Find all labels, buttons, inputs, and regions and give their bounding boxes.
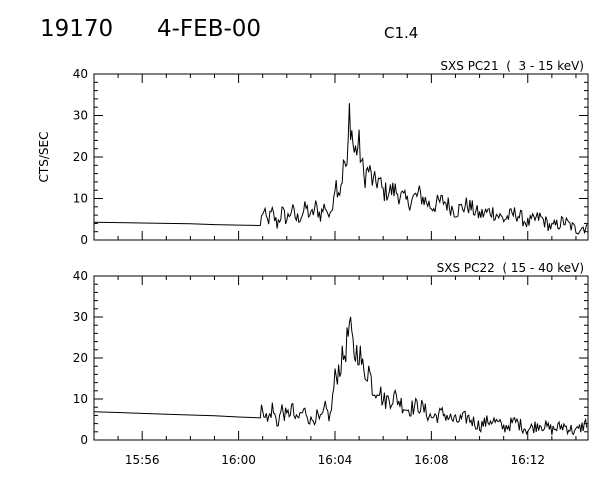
flare-class: C1.4 bbox=[384, 24, 419, 42]
x-tick-label: 16:04 bbox=[318, 453, 353, 467]
x-tick-label: 16:00 bbox=[221, 453, 256, 467]
event-date: 4-FEB-00 bbox=[157, 16, 262, 42]
panel-1: SXS PC21 ( 3 - 15 keV) CTS/SEC 0 10 20 30 40 bbox=[37, 59, 589, 247]
y-tick-label: 10 bbox=[73, 192, 88, 206]
y-axis-label: CTS/SEC bbox=[37, 132, 51, 183]
panel-title: SXS PC22 ( 15 - 40 keV) bbox=[437, 261, 584, 275]
y-tick-label: 0 bbox=[80, 233, 88, 247]
y-tick-label: 0 bbox=[80, 433, 88, 447]
y-tick-label: 10 bbox=[73, 392, 88, 406]
x-tick-label: 16:12 bbox=[510, 453, 545, 467]
series-line bbox=[93, 103, 588, 235]
x-tick-label: 15:56 bbox=[125, 453, 160, 467]
series-line bbox=[93, 316, 588, 436]
y-tick-label: 20 bbox=[73, 351, 88, 365]
panel-2: SXS PC22 ( 15 - 40 keV) 0 10 20 30 40 15:56 16:… bbox=[73, 261, 589, 467]
x-tick-label: 16:08 bbox=[414, 453, 449, 467]
y-tick-label: 30 bbox=[73, 310, 88, 324]
y-tick-label: 40 bbox=[73, 269, 88, 283]
y-tick-label: 40 bbox=[73, 67, 88, 81]
panel-title: SXS PC21 ( 3 - 15 keV) bbox=[440, 59, 584, 73]
event-number: 19170 bbox=[40, 16, 114, 42]
y-tick-label: 30 bbox=[73, 109, 88, 123]
plot-frame bbox=[93, 275, 589, 441]
y-tick-label: 20 bbox=[73, 150, 88, 164]
